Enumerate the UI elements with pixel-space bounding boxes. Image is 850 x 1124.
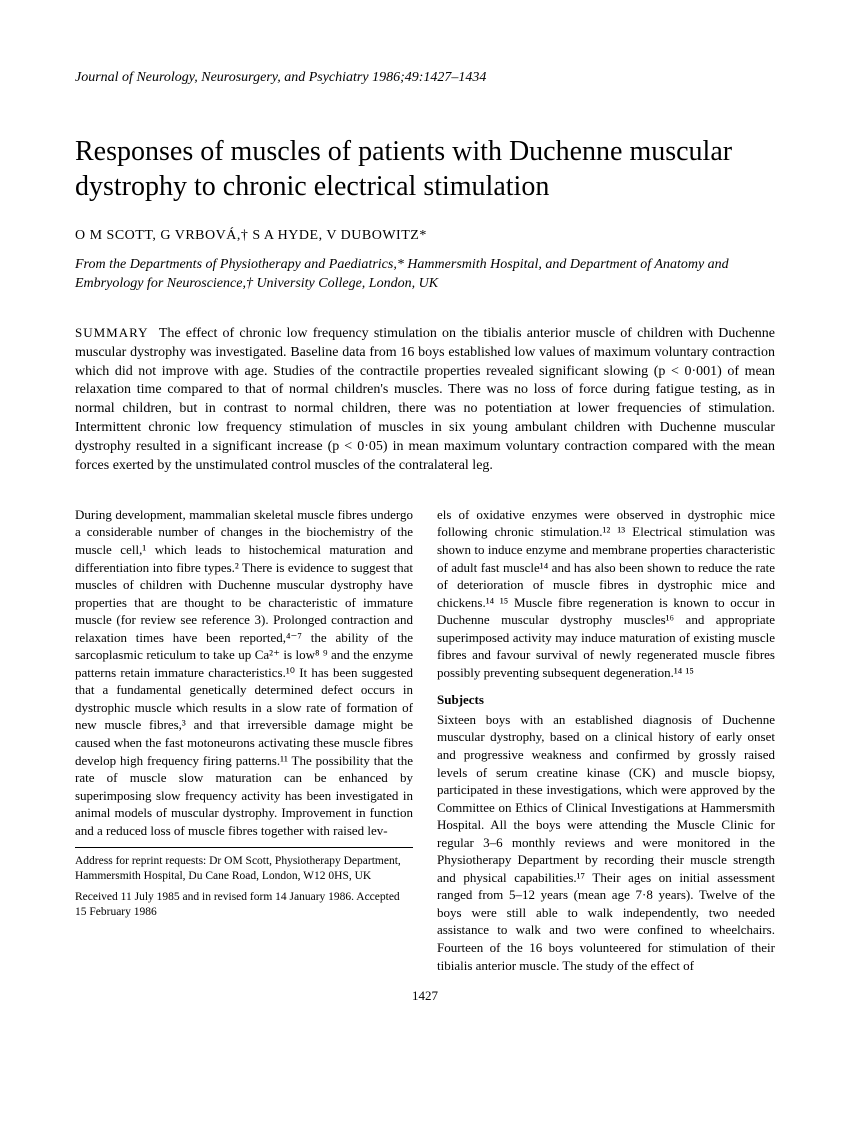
right-body-text-2: Sixteen boys with an established diagnos… bbox=[437, 711, 775, 974]
article-title: Responses of muscles of patients with Du… bbox=[75, 134, 775, 204]
page-number: 1427 bbox=[75, 988, 775, 1004]
author-list: O M SCOTT, G VRBOVÁ,† S A HYDE, V DUBOWI… bbox=[75, 228, 775, 244]
received-dates: Received 11 July 1985 and in revised for… bbox=[75, 890, 413, 920]
left-body-text: During development, mammalian skeletal m… bbox=[75, 506, 413, 839]
summary-block: SUMMARY The effect of chronic low freque… bbox=[75, 324, 775, 476]
page-container: Journal of Neurology, Neurosurgery, and … bbox=[0, 0, 850, 1054]
summary-text: The effect of chronic low frequency stim… bbox=[75, 326, 775, 473]
reprint-address: Address for reprint requests: Dr OM Scot… bbox=[75, 854, 413, 884]
right-body-text-1: els of oxidative enzymes were observed i… bbox=[437, 506, 775, 681]
journal-citation: Journal of Neurology, Neurosurgery, and … bbox=[75, 70, 775, 86]
summary-label: SUMMARY bbox=[75, 325, 148, 340]
footnote-divider bbox=[75, 847, 413, 848]
affiliation-line: From the Departments of Physiotherapy an… bbox=[75, 256, 775, 294]
left-column: During development, mammalian skeletal m… bbox=[75, 506, 413, 974]
right-column: els of oxidative enzymes were observed i… bbox=[437, 506, 775, 974]
body-columns: During development, mammalian skeletal m… bbox=[75, 506, 775, 974]
subjects-heading: Subjects bbox=[437, 691, 775, 709]
